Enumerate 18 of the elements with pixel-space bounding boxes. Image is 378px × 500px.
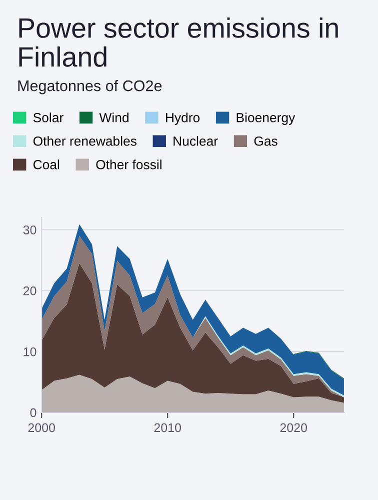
y-tick-label: 0 (30, 408, 36, 418)
legend-label: Other renewables (33, 136, 136, 146)
legend-label: Nuclear (174, 136, 218, 146)
legend-label: Bioenergy (236, 112, 296, 125)
x-tick-label: 2010 (154, 423, 181, 432)
y-tick-label: 20 (23, 286, 36, 296)
y-tick-label: 30 (23, 225, 36, 234)
x-tick-label: 2000 (28, 423, 55, 432)
legend-label: Wind (99, 112, 128, 122)
chart-title: Power sector emissions in Finland (19, 18, 338, 67)
x-tick-label: 2020 (280, 423, 307, 432)
y-tick-label: 10 (24, 347, 36, 356)
chart-subtitle: Megatonnes of CO2e (18, 80, 162, 94)
legend-label: Hydro (166, 112, 200, 125)
legend-label: Solar (33, 112, 64, 122)
legend-label: Coal (33, 160, 60, 170)
legend-label: Other fossil (96, 160, 162, 170)
legend-label: Gas (254, 136, 278, 146)
